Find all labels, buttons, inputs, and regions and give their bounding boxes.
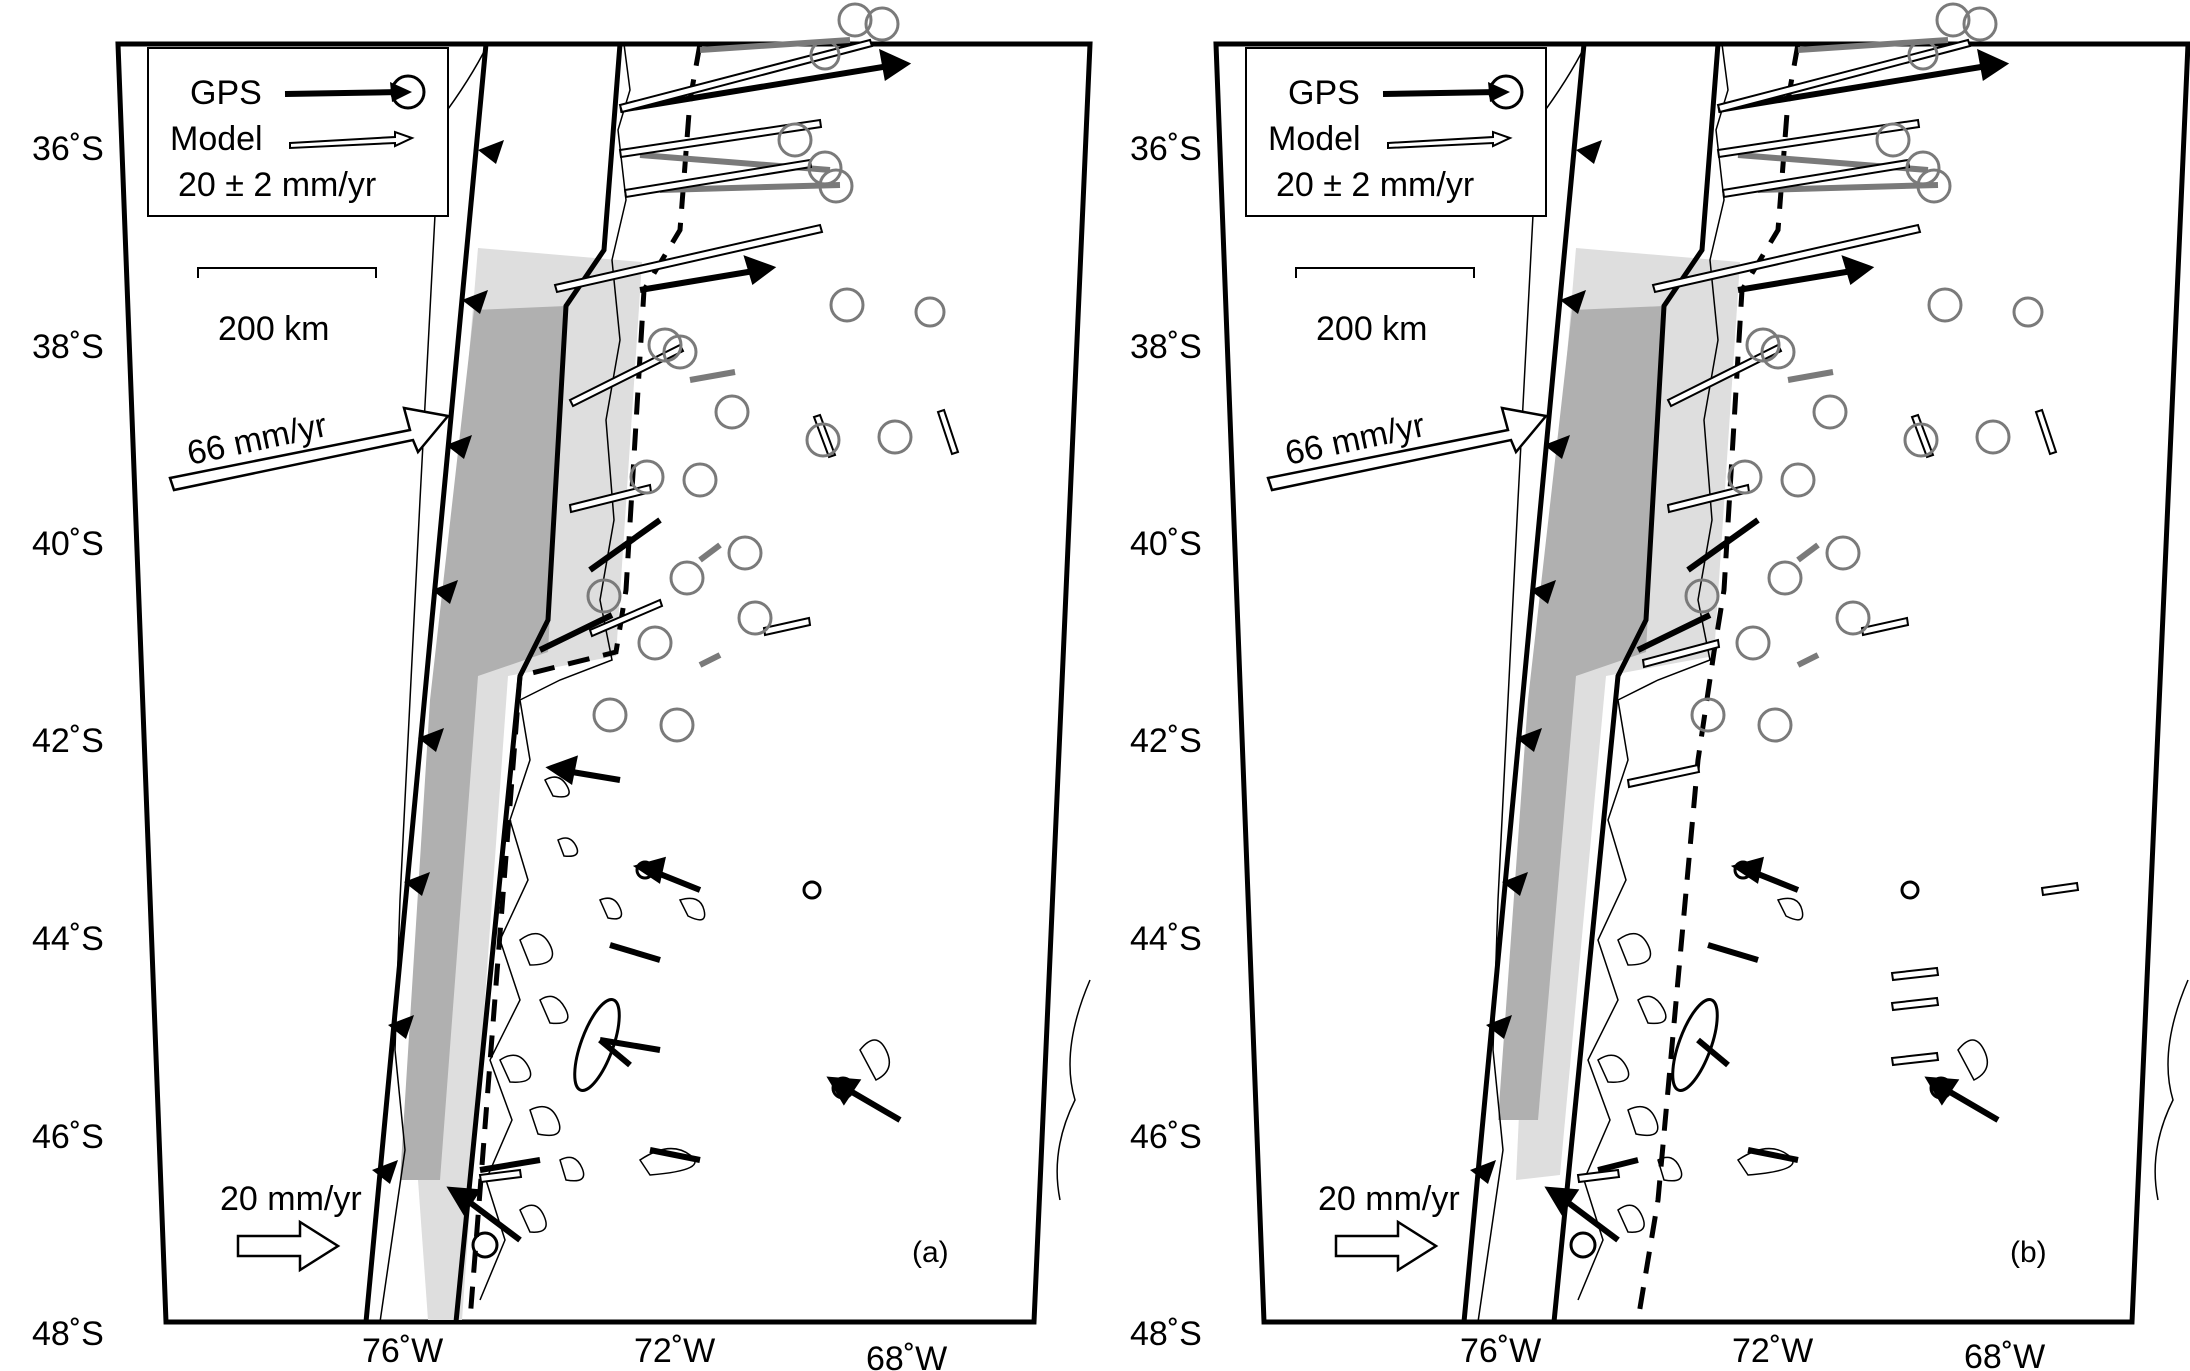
- gps-site-circles: [1569, 860, 1953, 1259]
- legend-gps-ellipse: [1488, 74, 1524, 110]
- panel-label: (a): [912, 1236, 949, 1269]
- lon-label: 76˚W: [362, 1332, 443, 1370]
- reference-label: 20 mm/yr: [1318, 1180, 1460, 1218]
- reference-label: 20 mm/yr: [220, 1180, 362, 1218]
- lat-label: 40˚S: [1130, 525, 1202, 563]
- gps-site-circles: [471, 860, 855, 1259]
- gps-vectors: [446, 48, 912, 1243]
- lat-label: 40˚S: [32, 525, 104, 563]
- lon-label: 76˚W: [1460, 1332, 1541, 1370]
- trench-teeth: [372, 140, 504, 1184]
- lat-label: 44˚S: [1130, 920, 1202, 958]
- lon-label: 72˚W: [634, 1332, 715, 1370]
- scale-bar: 200 km: [197, 267, 377, 348]
- legend-model-label: Model: [1268, 120, 1361, 158]
- map-panel-a: GPS Model 20 ± 2 mm/yr 200 km 66 mm/yr 2…: [32, 2, 1093, 1371]
- trench-teeth: [1470, 140, 1602, 1184]
- legend-gps-label: GPS: [190, 74, 262, 112]
- lat-label: 48˚S: [1130, 1315, 1202, 1353]
- lon-label: 72˚W: [1732, 1332, 1813, 1370]
- legend-gps-arrow: [284, 89, 401, 97]
- west-coast-line: [379, 43, 489, 1323]
- lat-label: 38˚S: [1130, 328, 1202, 366]
- legend-rate-label: 20 ± 2 mm/yr: [178, 166, 376, 204]
- lat-label: 42˚S: [32, 722, 104, 760]
- lon-label: 68˚W: [866, 1340, 947, 1371]
- model-vectors: [1576, 38, 2080, 1184]
- map-panel-b: GPS Model 20 ± 2 mm/yr 200 km 66 mm/yr 2…: [1130, 2, 2190, 1371]
- legend-rate-label: 20 ± 2 mm/yr: [1276, 166, 1474, 204]
- reference-arrow: 20 mm/yr: [220, 1180, 362, 1273]
- west-coast-line: [1477, 43, 1587, 1323]
- locked-zone: [1498, 306, 1664, 1120]
- lat-labels: 36˚S 38˚S 40˚S 42˚S 44˚S 46˚S 48˚S: [1130, 130, 1202, 1353]
- legend-box: GPS Model 20 ± 2 mm/yr: [147, 47, 449, 217]
- lon-labels: 76˚W 72˚W 68˚W: [362, 1332, 947, 1371]
- east-coast: [1056, 979, 1091, 1201]
- legend-gps-ellipse: [390, 74, 426, 110]
- lat-label: 44˚S: [32, 920, 104, 958]
- scale-bar-label: 200 km: [218, 310, 330, 348]
- dashed-boundary: [1635, 43, 1801, 1321]
- lat-label: 48˚S: [32, 1315, 104, 1353]
- lat-label: 42˚S: [1130, 722, 1202, 760]
- legend-model-arrow: [289, 130, 415, 150]
- locked-zone: [400, 306, 566, 1180]
- lat-label: 36˚S: [32, 130, 104, 168]
- reference-arrow: 20 mm/yr: [1318, 1180, 1460, 1273]
- island-outlines: [499, 776, 891, 1233]
- lat-label: 36˚S: [1130, 130, 1202, 168]
- lat-label: 46˚S: [32, 1118, 104, 1156]
- legend-model-arrow: [1387, 130, 1513, 150]
- lon-label: 68˚W: [1964, 1338, 2045, 1371]
- model-vectors: [478, 38, 960, 1184]
- legend-model-label: Model: [170, 120, 263, 158]
- trench-line: [1461, 43, 1587, 1323]
- error-ellipses: [586, 2, 946, 743]
- east-coast: [2154, 979, 2189, 1201]
- legend-gps-arrow: [1382, 89, 1499, 97]
- fault-line: [453, 43, 623, 1323]
- panel-label: (b): [2010, 1236, 2047, 1269]
- legend-gps-label: GPS: [1288, 74, 1360, 112]
- error-ellipses: [1684, 2, 2044, 743]
- lat-labels: 36˚S 38˚S 40˚S 42˚S 44˚S 46˚S 48˚S: [32, 130, 104, 1353]
- gps-vectors: [1544, 48, 2010, 1243]
- lat-label: 46˚S: [1130, 1118, 1202, 1156]
- fault-line: [1551, 43, 1721, 1323]
- dashed-boundary: [467, 43, 703, 1321]
- lat-label: 38˚S: [32, 328, 104, 366]
- scale-bar: 200 km: [1295, 267, 1475, 348]
- lon-labels: 76˚W 72˚W 68˚W: [1460, 1332, 2045, 1371]
- legend-box: GPS Model 20 ± 2 mm/yr: [1245, 47, 1547, 217]
- coastline: [1577, 43, 1729, 1301]
- trench-line: [363, 43, 489, 1323]
- scale-bar-label: 200 km: [1316, 310, 1428, 348]
- coastline: [479, 43, 631, 1301]
